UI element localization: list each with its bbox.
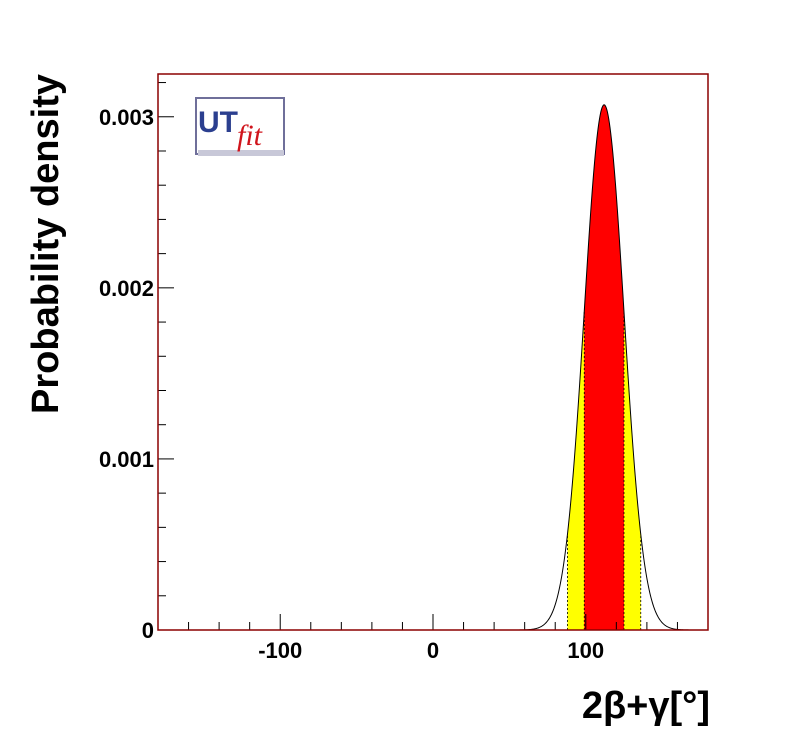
y-tick-labels: 0 0.001 0.002 0.003 (99, 105, 154, 643)
x-axis-title: 2β+γ[°] (582, 685, 710, 727)
y-tick-label: 0.001 (99, 447, 154, 472)
y-tick-label: 0 (142, 618, 154, 643)
y-tick-label: 0.002 (99, 276, 154, 301)
utfit-logo: UT fit (195, 97, 285, 156)
x-tick-label: -100 (258, 638, 302, 663)
x-tick-label: 0 (427, 638, 439, 663)
x-tick-label: 100 (567, 638, 604, 663)
density-curve (504, 104, 704, 631)
plot-frame (157, 73, 709, 631)
interval-fills (567, 104, 642, 631)
logo-ut-text: UT (198, 106, 238, 139)
x-tick-labels: -100 0 100 (258, 638, 604, 663)
curve-layer (504, 104, 704, 631)
y-axis-title: Probability density (25, 74, 67, 414)
interval-band-68pct (584, 104, 624, 631)
y-tick-label: 0.003 (99, 105, 154, 130)
logo-fit-text: fit (237, 119, 263, 152)
